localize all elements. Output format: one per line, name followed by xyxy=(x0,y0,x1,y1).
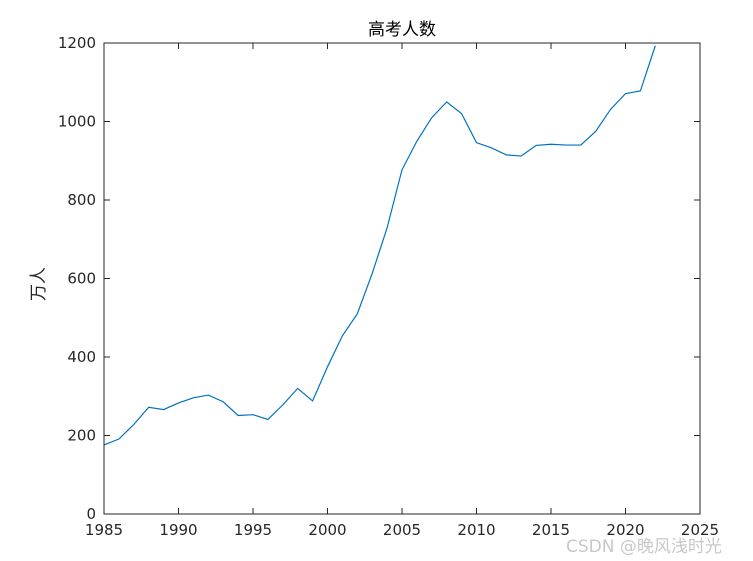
y-tick-label: 200 xyxy=(67,427,96,445)
x-tick-label: 2020 xyxy=(606,521,644,539)
watermark: CSDN @晚风浅时光 xyxy=(566,537,722,557)
x-tick-label: 1985 xyxy=(85,521,123,539)
chart-title: 高考人数 xyxy=(368,20,436,40)
plot-frame xyxy=(103,42,701,515)
data-points xyxy=(103,45,656,445)
y-axis-label: 万人 xyxy=(29,267,49,301)
x-tick-label: 2000 xyxy=(308,521,346,539)
y-tick-label: 600 xyxy=(67,270,96,288)
y-tick-label: 400 xyxy=(67,348,96,366)
y-tick-label: 1200 xyxy=(58,34,96,52)
y-tick-label: 1000 xyxy=(58,113,96,131)
x-tick-label: 1990 xyxy=(159,521,197,539)
x-tick-labels: 1985 1990 1995 2000 2005 2010 2015 2020 2025 xyxy=(85,521,719,539)
plot-area xyxy=(104,43,700,514)
y-tick-label: 0 xyxy=(86,505,96,523)
x-tick-label: 2015 xyxy=(532,521,570,539)
series-line xyxy=(103,45,656,446)
x-tick-label: 1995 xyxy=(234,521,272,539)
y-tick-labels: 0 200 400 600 800 1000 1200 xyxy=(58,34,96,523)
y-tick-label: 800 xyxy=(67,191,96,209)
x-tick-label: 2010 xyxy=(457,521,495,539)
x-tick-label: 2005 xyxy=(383,521,421,539)
x-tick-label: 2025 xyxy=(681,521,719,539)
